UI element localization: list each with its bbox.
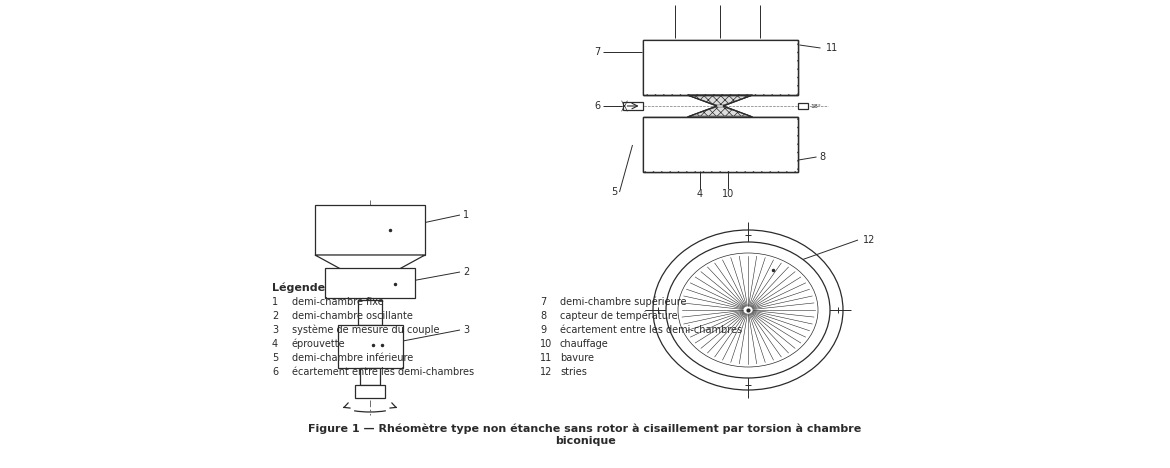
Text: chauffage: chauffage bbox=[560, 339, 608, 349]
Polygon shape bbox=[688, 95, 752, 117]
Bar bbox=[642, 40, 798, 95]
Text: écartement entre les demi-chambres: écartement entre les demi-chambres bbox=[560, 325, 742, 335]
Text: 4: 4 bbox=[271, 339, 278, 349]
Text: demi-chambre inférieure: demi-chambre inférieure bbox=[292, 353, 413, 363]
Bar bbox=[358, 300, 381, 325]
Bar bbox=[337, 325, 402, 368]
Bar bbox=[642, 40, 798, 95]
Text: 11: 11 bbox=[826, 43, 838, 53]
Ellipse shape bbox=[666, 242, 830, 378]
Text: Légende: Légende bbox=[271, 283, 325, 293]
Bar bbox=[622, 102, 642, 110]
Text: 4: 4 bbox=[697, 189, 703, 199]
Text: 7: 7 bbox=[541, 297, 546, 307]
Bar bbox=[325, 268, 415, 298]
Text: 2: 2 bbox=[271, 311, 278, 321]
Text: 9: 9 bbox=[541, 325, 546, 335]
Text: 8: 8 bbox=[672, 0, 679, 2]
Text: 5: 5 bbox=[611, 187, 618, 197]
Polygon shape bbox=[689, 107, 750, 116]
Bar bbox=[355, 385, 385, 398]
Bar bbox=[315, 205, 425, 255]
Text: 8: 8 bbox=[541, 311, 546, 321]
Text: demi-chambre fixe: demi-chambre fixe bbox=[292, 297, 384, 307]
Text: 10: 10 bbox=[753, 0, 766, 2]
Bar bbox=[644, 118, 797, 171]
Text: 7: 7 bbox=[594, 47, 600, 57]
Text: 10: 10 bbox=[722, 189, 734, 199]
Text: 1: 1 bbox=[463, 210, 469, 220]
Text: 6: 6 bbox=[271, 367, 278, 377]
Text: 8: 8 bbox=[819, 152, 826, 162]
Text: 3: 3 bbox=[271, 325, 278, 335]
Text: 11: 11 bbox=[541, 353, 552, 363]
Bar bbox=[798, 103, 807, 109]
Text: bavure: bavure bbox=[560, 353, 594, 363]
Text: capteur de température: capteur de température bbox=[560, 310, 677, 321]
Text: 10: 10 bbox=[541, 339, 552, 349]
Text: éprouvette: éprouvette bbox=[292, 338, 345, 349]
Text: stries: stries bbox=[560, 367, 587, 377]
Bar bbox=[642, 117, 798, 172]
Bar bbox=[360, 368, 380, 385]
Text: écartement entre les demi-chambres: écartement entre les demi-chambres bbox=[292, 367, 474, 377]
Text: système de mesure du couple: système de mesure du couple bbox=[292, 324, 440, 335]
Text: 3: 3 bbox=[463, 325, 469, 335]
Text: demi-chambre oscillante: demi-chambre oscillante bbox=[292, 311, 413, 321]
Bar bbox=[642, 40, 798, 95]
Text: 9: 9 bbox=[717, 0, 723, 2]
Bar bbox=[642, 117, 798, 172]
Ellipse shape bbox=[653, 230, 844, 390]
Text: 2: 2 bbox=[463, 267, 469, 277]
Text: 1: 1 bbox=[271, 297, 278, 307]
Text: Figure 1 — Rhéomètre type non étanche sans rotor à cisaillement par torsion à ch: Figure 1 — Rhéomètre type non étanche sa… bbox=[309, 424, 861, 446]
Ellipse shape bbox=[677, 253, 818, 367]
Polygon shape bbox=[315, 255, 425, 270]
Text: 5: 5 bbox=[271, 353, 278, 363]
Polygon shape bbox=[689, 96, 750, 105]
Text: 12: 12 bbox=[863, 235, 875, 245]
Text: 12: 12 bbox=[541, 367, 552, 377]
Bar bbox=[642, 117, 798, 172]
Bar bbox=[644, 41, 797, 94]
Text: demi-chambre supérieure: demi-chambre supérieure bbox=[560, 297, 687, 307]
Text: 6: 6 bbox=[594, 101, 600, 111]
Text: 18°: 18° bbox=[811, 103, 821, 109]
